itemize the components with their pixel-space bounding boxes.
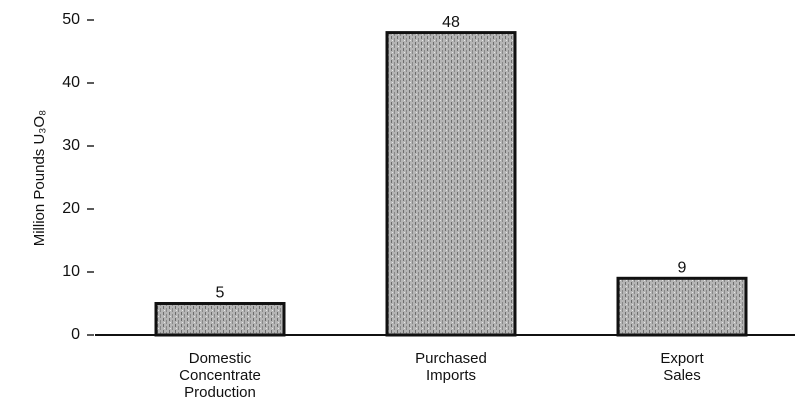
value-label: 9 bbox=[678, 260, 687, 277]
x-tick-label: Purchased Imports bbox=[415, 350, 487, 384]
y-tick-label: 0 bbox=[71, 326, 80, 343]
y-tick-label: 30 bbox=[62, 137, 80, 154]
x-tick-label: Domestic Concentrate Production bbox=[179, 350, 261, 401]
y-tick-label: 50 bbox=[62, 11, 80, 28]
value-label: 5 bbox=[216, 285, 225, 302]
bar bbox=[385, 31, 517, 337]
x-tick-label: Export Sales bbox=[660, 350, 704, 384]
y-tick-label: 40 bbox=[62, 74, 80, 91]
y-tick-label: 20 bbox=[62, 200, 80, 217]
bar bbox=[154, 302, 286, 337]
value-label: 48 bbox=[442, 14, 460, 31]
y-tick-label: 10 bbox=[62, 263, 80, 280]
bar bbox=[616, 276, 748, 337]
y-axis-label: Million Pounds U₃O₈ bbox=[31, 110, 48, 247]
